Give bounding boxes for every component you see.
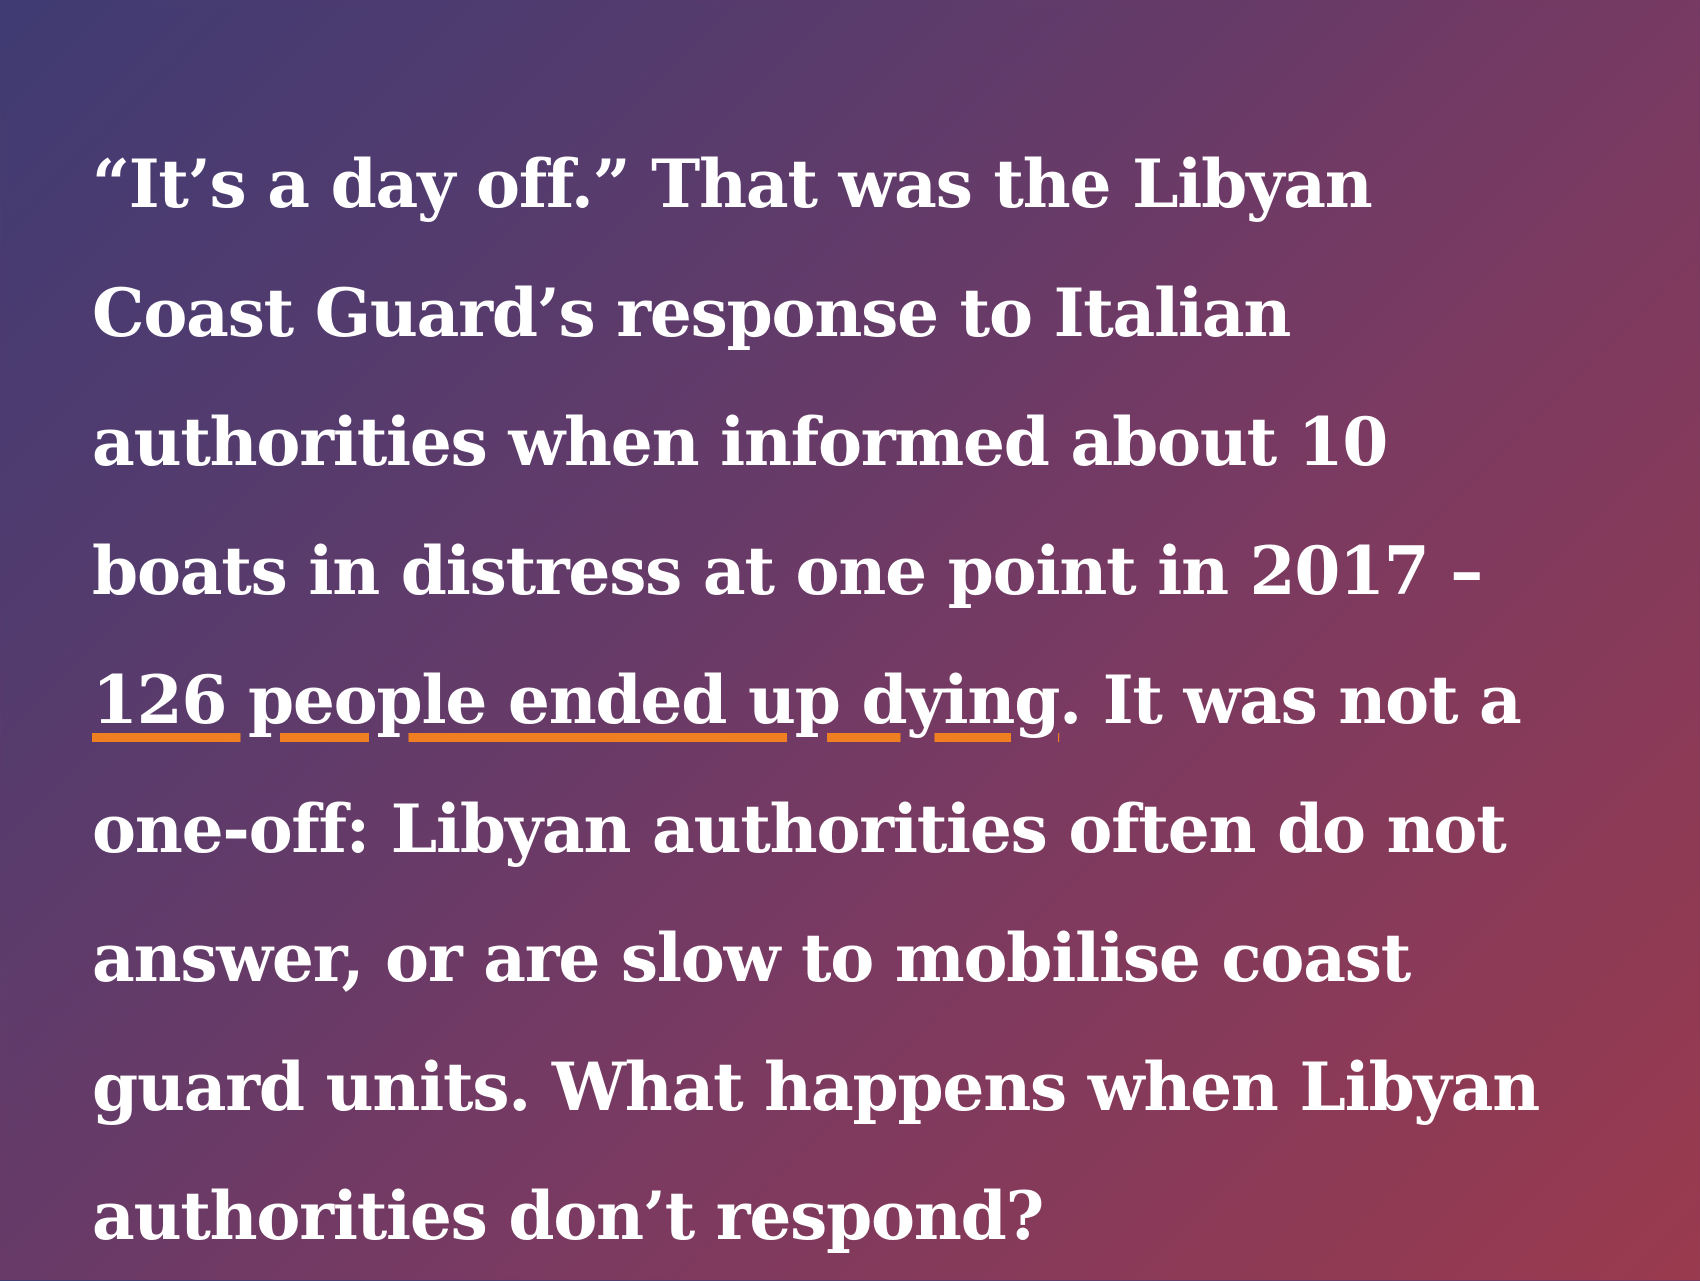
highlighted-link[interactable]: 126 people ended up dying [92, 661, 1060, 739]
paragraph-text-before: “It’s a day off.” That was the Libyan Co… [92, 145, 1483, 610]
article-paragraph: “It’s a day off.” That was the Libyan Co… [92, 120, 1552, 1281]
paragraph-text-after: . It was not a one-off: Libyan authoriti… [92, 661, 1540, 1255]
